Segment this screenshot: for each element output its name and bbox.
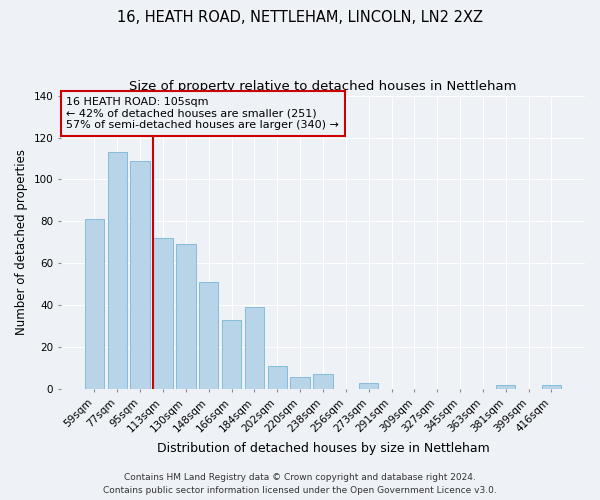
- Bar: [496, 385, 515, 389]
- Bar: [222, 320, 241, 389]
- X-axis label: Distribution of detached houses by size in Nettleham: Distribution of detached houses by size …: [157, 442, 490, 455]
- Bar: [359, 383, 379, 389]
- Bar: [199, 282, 218, 389]
- Bar: [268, 366, 287, 389]
- Bar: [176, 244, 196, 389]
- Bar: [85, 220, 104, 389]
- Bar: [290, 376, 310, 389]
- Bar: [313, 374, 332, 389]
- Bar: [154, 238, 173, 389]
- Bar: [245, 308, 264, 389]
- Title: Size of property relative to detached houses in Nettleham: Size of property relative to detached ho…: [129, 80, 517, 93]
- Bar: [130, 160, 150, 389]
- Text: Contains HM Land Registry data © Crown copyright and database right 2024.
Contai: Contains HM Land Registry data © Crown c…: [103, 473, 497, 495]
- Bar: [107, 152, 127, 389]
- Bar: [542, 385, 561, 389]
- Text: 16, HEATH ROAD, NETTLEHAM, LINCOLN, LN2 2XZ: 16, HEATH ROAD, NETTLEHAM, LINCOLN, LN2 …: [117, 10, 483, 25]
- Y-axis label: Number of detached properties: Number of detached properties: [15, 150, 28, 336]
- Text: 16 HEATH ROAD: 105sqm
← 42% of detached houses are smaller (251)
57% of semi-det: 16 HEATH ROAD: 105sqm ← 42% of detached …: [66, 97, 339, 130]
